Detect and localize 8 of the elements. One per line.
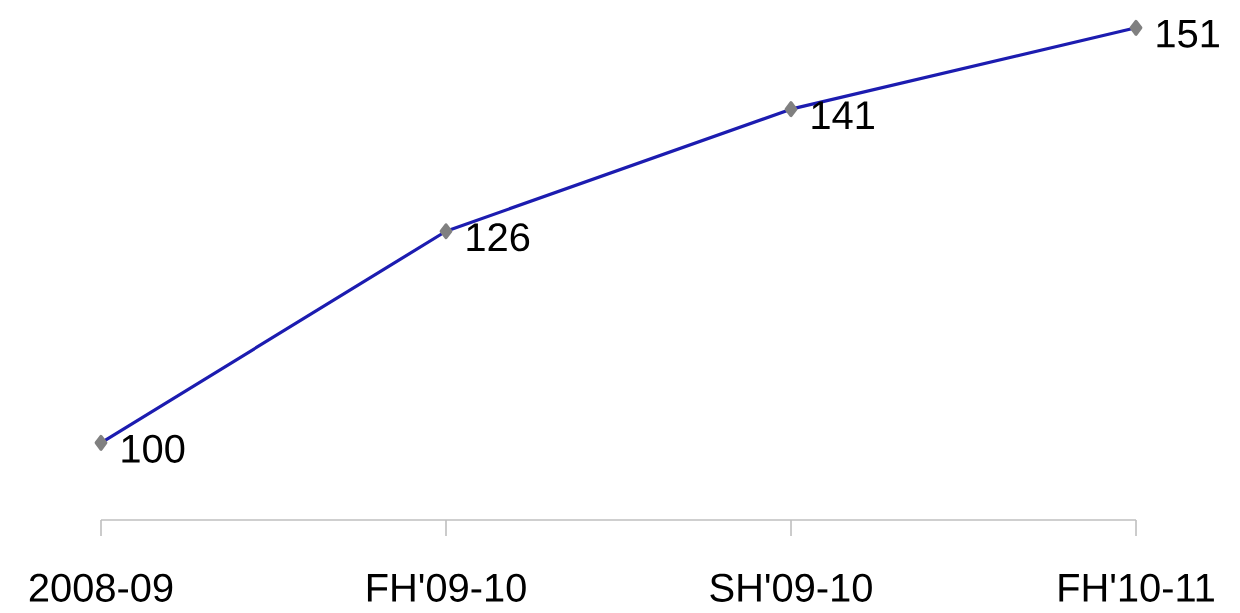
x-tick-label: SH'09-10 (710, 573, 872, 602)
x-tick-label: FH'10-11 (1059, 573, 1214, 602)
data-label: 126 (467, 223, 530, 252)
x-tick-label: FH'09-10 (367, 573, 526, 602)
data-label: 141 (812, 101, 874, 129)
data-label: 151 (1157, 19, 1219, 48)
x-tick-label: 2008-09 (29, 573, 173, 602)
data-label: 100 (122, 434, 185, 463)
